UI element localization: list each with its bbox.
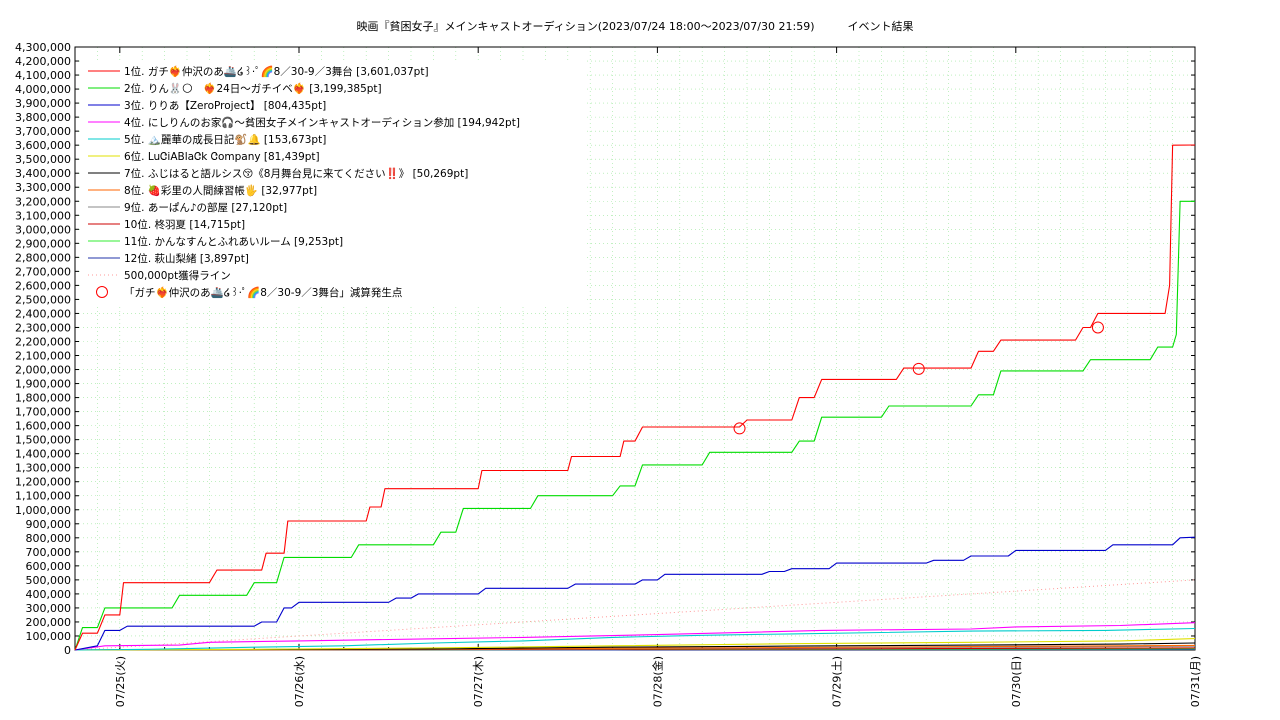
y-tick-label: 700,000 (26, 546, 72, 559)
marker-layer (733, 321, 1104, 435)
y-tick-label: 2,200,000 (15, 335, 71, 348)
penalty-marker (733, 422, 746, 435)
y-tick-label: 2,600,000 (15, 279, 71, 292)
legend-box (80, 60, 585, 305)
y-tick-label: 3,300,000 (15, 181, 71, 194)
y-tick-label: 4,200,000 (15, 55, 71, 68)
chart-title: 映画『貧困女子』メインキャストオーディション(2023/07/24 18:00～… (356, 19, 913, 33)
y-tick-label: 2,400,000 (15, 307, 71, 320)
legend-label: 5位. 🏔️麗華の成長日記🐒🔔 [153,673pt] (124, 133, 326, 146)
y-tick-label: 3,200,000 (15, 195, 71, 208)
y-tick-label: 600,000 (26, 560, 72, 573)
y-tick-label: 3,400,000 (15, 167, 71, 180)
legend-label: 3位. りりあ【ZeroProject】 [804,435pt] (124, 99, 326, 112)
y-tick-label: 800,000 (26, 532, 72, 545)
y-tick-label: 2,500,000 (15, 293, 71, 306)
x-tick-label: 07/28(金) (650, 656, 664, 707)
y-tick-label: 1,500,000 (15, 434, 71, 447)
legend-marker-swatch (96, 286, 108, 298)
y-tick-label: 1,800,000 (15, 392, 71, 405)
y-tick-label: 2,000,000 (15, 364, 71, 377)
y-tick-label: 2,800,000 (15, 251, 71, 264)
y-tick-label: 3,800,000 (15, 111, 71, 124)
y-tick-label: 3,900,000 (15, 97, 71, 110)
series-line-1 (74, 144, 1196, 651)
y-tick-label: 300,000 (26, 602, 72, 615)
y-tick-label: 200,000 (26, 616, 72, 629)
y-tick-label: 1,000,000 (15, 504, 71, 517)
legend-label: 11位. かんなすんとふれあいルーム [9,253pt] (124, 235, 343, 248)
y-tick-label: 1,200,000 (15, 476, 71, 489)
y-tick-label: 900,000 (26, 518, 72, 531)
y-tick-label: 0 (64, 644, 71, 657)
y-tick-label: 3,700,000 (15, 125, 71, 138)
legend-label: 500,000pt獲得ライン (124, 269, 231, 282)
penalty-marker (1091, 321, 1104, 334)
legend-label: 4位. にしりんのお家🎧〜貧困女子メインキャストオーディション参加 [194,9… (124, 116, 520, 129)
y-tick-label: 1,600,000 (15, 420, 71, 433)
series-line-2 (74, 200, 1195, 651)
x-tick-label: 07/29(土) (831, 656, 844, 707)
series-line-4 (74, 622, 1196, 651)
y-tick-label: 3,000,000 (15, 223, 71, 236)
y-tick-label: 3,500,000 (15, 153, 71, 166)
y-tick-label: 1,400,000 (15, 448, 71, 461)
legend-label: 10位. 柊羽夏 [14,715pt] (124, 218, 245, 231)
y-tick-label: 1,700,000 (15, 406, 71, 419)
legend-label: 7位. ふじはると語ルシス😚《8月舞台見に来てください‼️》 [50,269pt… (124, 167, 468, 180)
y-tick-label: 400,000 (26, 588, 72, 601)
series-line-5 (74, 627, 1196, 651)
penalty-marker (912, 362, 925, 375)
y-tick-label: 2,100,000 (15, 350, 71, 363)
x-axis: 07/25(火) 07/26(水) 07/27(木) 07/28(金) 07/29(土)… (74, 47, 1202, 707)
legend-label: 9位. あーぱん♪の部屋 [27,120pt] (124, 201, 287, 214)
x-tick-label: 07/30(日) (1010, 656, 1023, 707)
series-line-6 (74, 638, 1196, 651)
series-line-3 (74, 536, 1196, 651)
y-tick-label: 4,300,000 (15, 41, 71, 54)
y-tick-label: 500,000 (26, 574, 72, 587)
series-layer (74, 144, 1196, 651)
y-tick-label: 2,300,000 (15, 321, 71, 334)
y-tick-label: 1,100,000 (15, 490, 71, 503)
legend-label: 6位. LuᏣiΑBlaᏣk Ꮳompany [81,439pt] (124, 150, 320, 163)
y-tick-label: 2,700,000 (15, 265, 71, 278)
y-tick-label: 3,100,000 (15, 209, 71, 222)
y-tick-label: 3,600,000 (15, 139, 71, 152)
legend-label: 「ガチ❤️‍🔥仲沢のあ🚢໒꒱·ﾟ🌈8／30-9／3舞台」減算発生点 (124, 286, 402, 299)
x-tick-label: 07/25(火) (114, 656, 127, 707)
legend-label: 2位. りん🐰🌕 ❤️‍🔥24日〜ガチイベ❤️‍🔥 [3,199,385pt] (124, 82, 382, 95)
legend: 1位. ガチ❤️‍🔥仲沢のあ🚢໒꒱·ﾟ🌈8／30-9／3舞台 [3,601,03… (88, 65, 520, 299)
y-tick-label: 4,100,000 (15, 69, 71, 82)
y-tick-label: 2,900,000 (15, 237, 71, 250)
legend-label: 1位. ガチ❤️‍🔥仲沢のあ🚢໒꒱·ﾟ🌈8／30-9／3舞台 [3,601,03… (124, 65, 429, 78)
x-tick-label: 07/27(木) (472, 656, 485, 707)
y-tick-label: 1,300,000 (15, 462, 71, 475)
x-tick-label: 07/31(月) (1189, 656, 1202, 707)
legend-label: 8位. 🍓彩里の人間練習帳🖐 [32,977pt] (124, 184, 317, 197)
y-tick-label: 1,900,000 (15, 378, 71, 391)
y-tick-label: 4,000,000 (15, 83, 71, 96)
x-tick-label: 07/26(水) (293, 656, 306, 707)
y-axis: 0100,000200,000300,000400,000500,000600,… (15, 41, 1195, 657)
legend-label: 12位. 萩山梨緒 [3,897pt] (124, 252, 249, 265)
y-tick-label: 100,000 (26, 630, 72, 643)
